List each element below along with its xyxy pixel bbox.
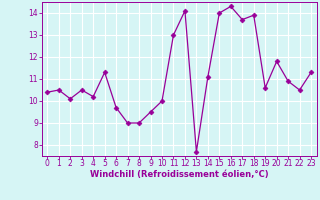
- X-axis label: Windchill (Refroidissement éolien,°C): Windchill (Refroidissement éolien,°C): [90, 170, 268, 179]
